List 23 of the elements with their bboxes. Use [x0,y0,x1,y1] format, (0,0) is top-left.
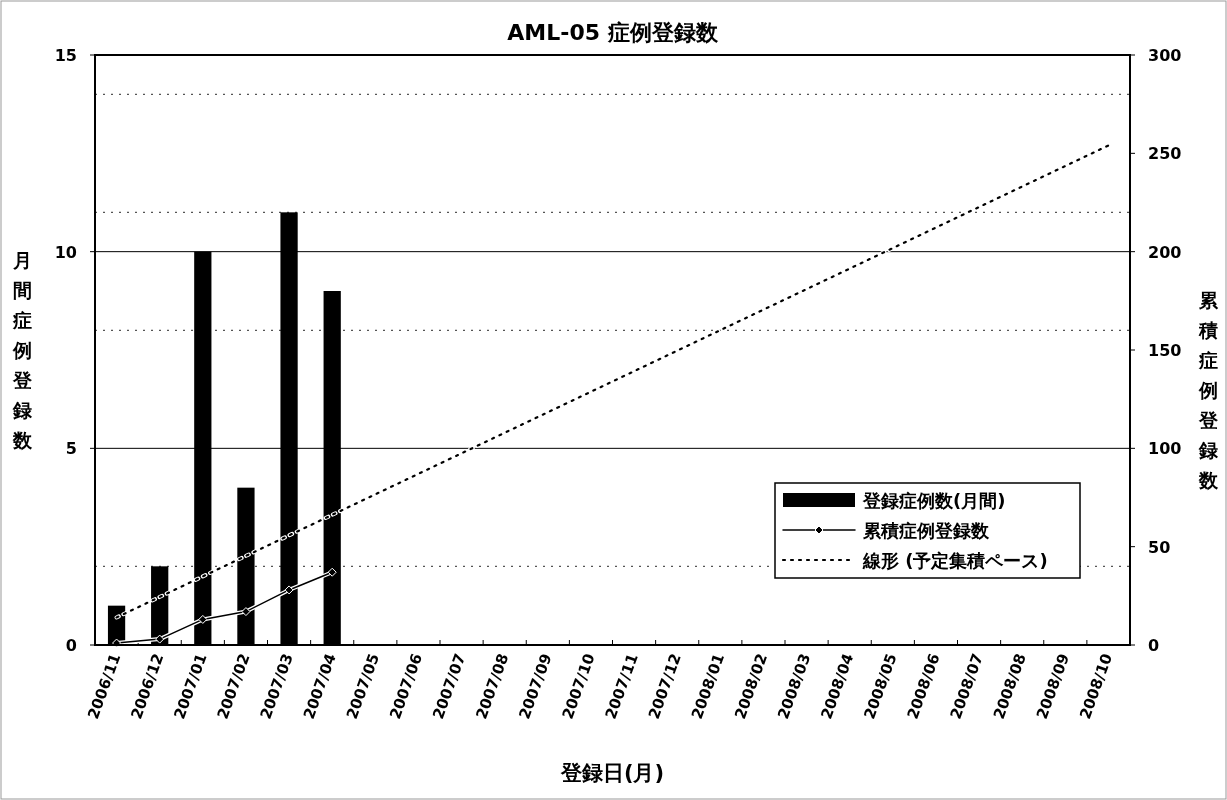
point [241,607,251,617]
y2-axis-title: 累積症例登録数 [1197,289,1219,491]
y2-tick-label: 300 [1148,46,1182,65]
y2-tick-label: 150 [1148,341,1182,360]
point [198,614,208,624]
y2-tick-label: 0 [1148,636,1160,655]
legend-label: 線形 (予定集積ペース) [862,550,1048,571]
y2-tick-label: 100 [1148,439,1182,459]
y-tick-label: 5 [65,439,77,459]
y2-tick-label: 200 [1148,242,1182,262]
point [327,567,337,577]
point [155,634,165,644]
y-axis-title: 月間症例登録数 [11,249,33,451]
legend-label: 登録症例数(月間) [862,490,1006,511]
point [284,585,294,595]
y-tick-label: 15 [54,46,77,65]
legend-label: 累積症例登録数 [862,520,990,541]
y-tick-label: 0 [65,636,77,655]
y-tick-label: 10 [54,242,77,262]
chart-title: AML-05 症例登録数 [507,20,719,45]
y2-tick-label: 50 [1148,537,1171,557]
y2-tick-label: 250 [1148,144,1182,164]
x-axis-title: 登録日(月) [559,761,665,785]
